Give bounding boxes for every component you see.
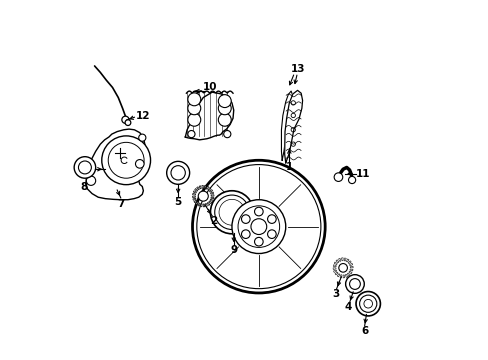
Circle shape [223,131,230,138]
Text: 6: 6 [360,326,367,336]
Polygon shape [344,258,346,261]
Circle shape [333,173,342,181]
Circle shape [187,113,201,126]
Circle shape [345,275,364,293]
Polygon shape [284,90,302,163]
Polygon shape [348,271,351,274]
Polygon shape [185,92,233,140]
Circle shape [241,215,249,224]
Circle shape [267,230,276,238]
Circle shape [135,159,144,168]
Circle shape [348,176,355,184]
Circle shape [267,215,276,224]
Polygon shape [345,274,347,278]
Polygon shape [203,204,204,207]
Polygon shape [346,273,349,276]
Polygon shape [333,262,337,265]
Polygon shape [199,186,201,189]
Polygon shape [194,189,197,191]
Circle shape [125,120,131,126]
Polygon shape [281,91,292,160]
Polygon shape [207,188,210,190]
Polygon shape [194,200,197,203]
Polygon shape [210,192,213,194]
Polygon shape [338,258,340,261]
Polygon shape [192,196,195,198]
Circle shape [355,292,380,316]
Text: 3: 3 [332,289,339,299]
Circle shape [241,230,249,238]
Polygon shape [198,203,200,206]
Circle shape [231,200,285,253]
Polygon shape [206,186,208,189]
Polygon shape [337,274,339,277]
Polygon shape [205,203,207,207]
Text: 11: 11 [356,168,370,179]
Polygon shape [332,268,335,269]
Text: 4: 4 [344,302,351,312]
Polygon shape [202,185,203,188]
Circle shape [166,161,189,184]
Text: 1: 1 [285,162,292,172]
Polygon shape [192,198,196,200]
Text: 10: 10 [203,82,217,92]
Circle shape [218,95,231,108]
Polygon shape [347,261,350,264]
Circle shape [198,191,208,201]
Polygon shape [339,275,341,278]
Circle shape [139,134,145,141]
Polygon shape [192,193,195,195]
Polygon shape [346,259,348,262]
Text: 13: 13 [290,64,304,74]
Polygon shape [343,275,344,278]
Polygon shape [86,129,145,200]
Text: 5: 5 [174,197,182,207]
Circle shape [218,102,231,115]
Polygon shape [210,197,213,199]
Polygon shape [195,202,198,205]
Polygon shape [341,258,343,261]
Circle shape [187,131,195,138]
Polygon shape [204,185,205,189]
Circle shape [338,264,346,272]
Polygon shape [334,272,337,275]
Circle shape [250,219,266,234]
Polygon shape [349,269,352,271]
Text: 8: 8 [81,182,88,192]
Polygon shape [335,260,338,263]
Text: 9: 9 [230,245,237,255]
Polygon shape [193,191,196,193]
Polygon shape [211,195,214,196]
Text: 2: 2 [210,216,217,225]
Circle shape [187,102,201,115]
Polygon shape [333,270,336,273]
Polygon shape [210,199,213,202]
Polygon shape [349,266,352,268]
Polygon shape [200,204,202,207]
Polygon shape [349,263,352,266]
Circle shape [218,113,231,126]
Circle shape [192,160,325,293]
Polygon shape [207,202,209,206]
Circle shape [74,157,96,178]
Text: 12: 12 [135,111,150,121]
Circle shape [122,116,129,123]
Polygon shape [209,190,212,192]
Circle shape [187,93,201,106]
Circle shape [254,207,263,216]
Text: 7: 7 [117,199,124,210]
Circle shape [254,237,263,246]
Circle shape [102,136,150,185]
Circle shape [86,176,96,185]
Polygon shape [332,265,336,267]
Circle shape [210,191,253,234]
Polygon shape [208,201,211,204]
Polygon shape [196,187,199,190]
